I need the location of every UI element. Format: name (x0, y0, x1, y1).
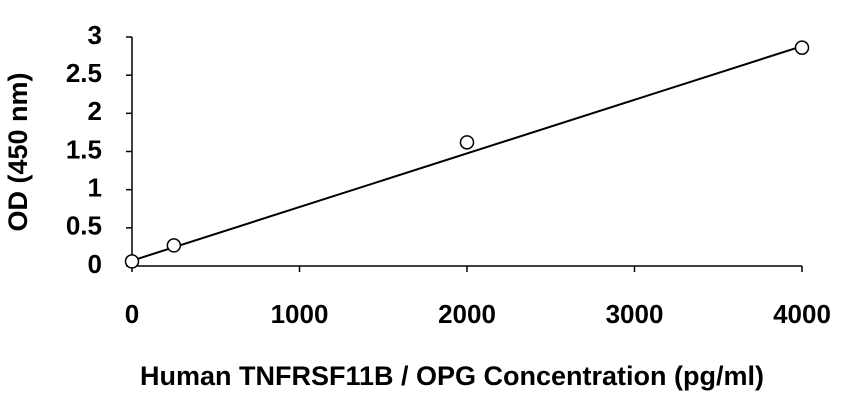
y-tick-label: 1 (88, 173, 102, 203)
x-tick-label: 3000 (606, 299, 664, 329)
data-point (794, 40, 810, 55)
x-tick-label: 2000 (438, 299, 496, 329)
y-axis-title: OD (450 nm) (3, 72, 33, 231)
data-point (124, 254, 140, 269)
data-point (166, 238, 182, 253)
data-point (459, 135, 475, 150)
trendline (131, 45, 803, 262)
y-tick-label: 3 (88, 20, 102, 50)
x-tick-label: 0 (125, 299, 139, 329)
x-tick-label: 1000 (271, 299, 329, 329)
y-tick-label: 0.5 (66, 211, 102, 241)
x-tick-label: 4000 (773, 299, 831, 329)
y-tick-label: 2.5 (66, 58, 102, 88)
y-tick-label: 2 (88, 96, 102, 126)
y-tick-label: 1.5 (66, 134, 102, 164)
x-axis-title: Human TNFRSF11B / OPG Concentration (pg/… (140, 361, 764, 391)
y-tick-label: 0 (88, 249, 102, 279)
